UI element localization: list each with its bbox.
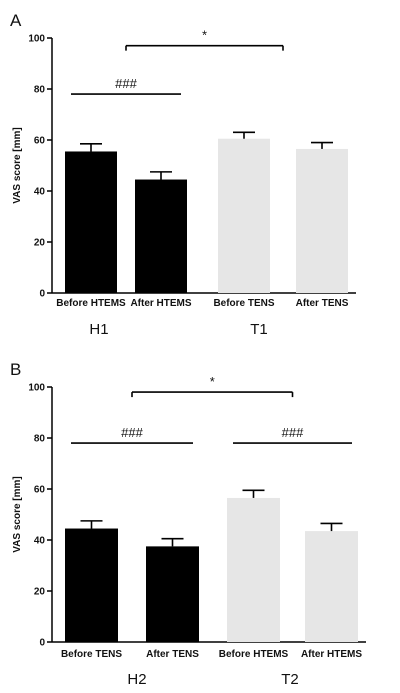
category-label: Before HTEMS [219, 649, 289, 660]
category-label: Before TENS [213, 298, 274, 309]
y-tick-label: 20 [34, 238, 46, 249]
y-tick-label: 80 [34, 85, 46, 96]
significance-label: ### [121, 425, 143, 440]
category-label: After TENS [146, 649, 199, 660]
panel-letter: A [10, 11, 22, 30]
y-tick-label: 20 [34, 587, 46, 598]
category-label: Before TENS [61, 649, 122, 660]
y-tick-label: 100 [28, 34, 45, 45]
category-label: Before HTEMS [56, 298, 126, 309]
y-tick-label: 60 [34, 485, 46, 496]
y-axis-label: VAS score [mm] [12, 127, 23, 204]
bar [146, 546, 199, 642]
y-tick-label: 0 [39, 638, 45, 649]
group-label: H1 [89, 321, 108, 338]
y-tick-label: 40 [34, 187, 46, 198]
bar [218, 138, 270, 293]
y-tick-label: 0 [39, 289, 45, 300]
group-label: T2 [281, 671, 299, 688]
chart-panel-a: A 0 20 40 60 80 100 VAS score [mm] Before HTEMS A… [10, 11, 356, 338]
category-label: After HTEMS [130, 298, 191, 309]
panel-letter: B [10, 360, 21, 379]
group-label: T1 [250, 321, 268, 338]
bar [227, 497, 280, 642]
significance-label: ### [282, 425, 304, 440]
bar [65, 528, 118, 642]
y-tick-label: 40 [34, 536, 46, 547]
significance-label: * [210, 374, 215, 389]
bar [305, 531, 358, 642]
bar [65, 151, 117, 293]
bar [135, 179, 187, 293]
y-tick-label: 100 [28, 383, 45, 394]
y-tick-label: 80 [34, 434, 46, 445]
significance-label: * [202, 28, 207, 43]
y-axis-label: VAS score [mm] [12, 476, 23, 553]
category-label: After TENS [296, 298, 349, 309]
y-tick-label: 60 [34, 136, 46, 147]
category-label: After HTEMS [301, 649, 362, 660]
significance-label: ### [115, 76, 137, 91]
group-label: H2 [127, 671, 146, 688]
chart-panel-b: B 0 20 40 60 80 100 VAS score [mm] Before TENS Af… [10, 360, 366, 688]
bar [296, 148, 348, 293]
